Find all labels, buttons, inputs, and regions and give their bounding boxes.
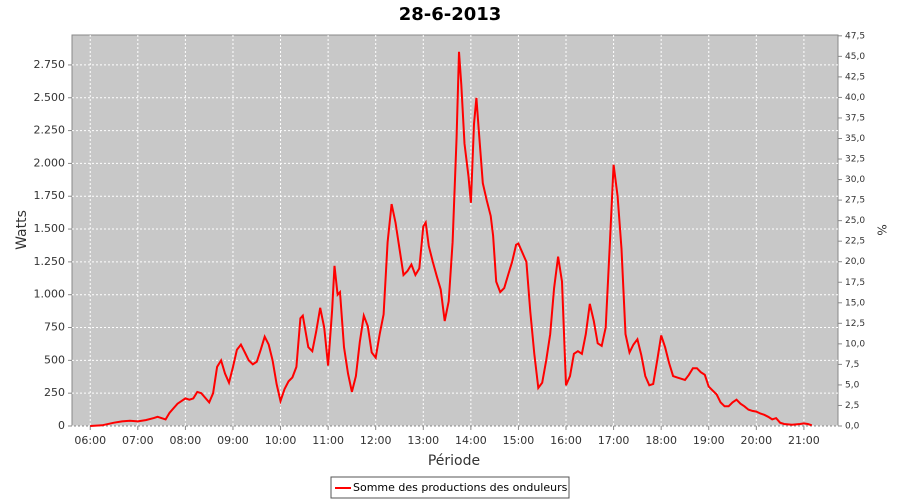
- x-tick-label: 20:00: [740, 434, 772, 447]
- legend-box: [330, 476, 570, 499]
- y2-tick-label: 15,0: [845, 298, 865, 308]
- x-tick-label: 16:00: [550, 434, 582, 447]
- y2-tick-label: 0,0: [845, 422, 860, 432]
- y-tick-label: 1.000: [34, 288, 66, 301]
- y2-tick-label: 12,5: [845, 319, 865, 329]
- y2-tick-label: 17,5: [845, 278, 865, 288]
- y2-axis-label: %: [875, 224, 889, 235]
- y2-tick-label: 45,0: [845, 52, 865, 62]
- y2-tick-label: 20,0: [845, 257, 865, 267]
- y-tick-label: 1.500: [34, 222, 66, 235]
- x-tick-label: 07:00: [122, 434, 154, 447]
- x-tick-label: 17:00: [598, 434, 630, 447]
- y2-tick-label: 7,5: [845, 360, 859, 370]
- y-tick-label: 250: [44, 386, 65, 399]
- legend-label: Somme des productions des onduleurs: [353, 481, 568, 494]
- y-tick-label: 750: [44, 321, 65, 334]
- x-tick-label: 14:00: [455, 434, 487, 447]
- x-tick-label: 08:00: [170, 434, 202, 447]
- y2-tick-label: 42,5: [845, 72, 865, 82]
- y2-tick-label: 27,5: [845, 196, 865, 206]
- x-tick-label: 13:00: [407, 434, 439, 447]
- y-tick-label: 0: [58, 419, 65, 432]
- y2-tick-label: 5,0: [845, 380, 860, 390]
- y2-tick-label: 30,0: [845, 175, 865, 185]
- y2-tick-label: 47,5: [845, 31, 865, 41]
- y2-tick-label: 40,0: [845, 93, 865, 103]
- x-tick-label: 09:00: [217, 434, 249, 447]
- y2-tick-label: 22,5: [845, 237, 865, 247]
- x-tick-label: 18:00: [645, 434, 677, 447]
- y2-tick-label: 25,0: [845, 216, 865, 226]
- x-tick-label: 15:00: [503, 434, 535, 447]
- x-tick-label: 21:00: [788, 434, 820, 447]
- x-tick-label: 10:00: [265, 434, 297, 447]
- y-tick-label: 2.250: [34, 124, 66, 137]
- y-tick-label: 2.750: [34, 58, 66, 71]
- y-tick-label: 2.000: [34, 156, 66, 169]
- y-tick-label: 1.250: [34, 255, 66, 268]
- x-tick-label: 11:00: [312, 434, 344, 447]
- y2-tick-label: 35,0: [845, 134, 865, 144]
- y-tick-label: 1.750: [34, 189, 66, 202]
- x-tick-label: 19:00: [693, 434, 725, 447]
- plot-area: [71, 34, 839, 427]
- y-axis-label: Watts: [14, 210, 30, 250]
- y2-tick-label: 10,0: [845, 339, 865, 349]
- data-line: [90, 51, 813, 427]
- chart-title: 28-6-2013: [399, 4, 502, 25]
- y-tick-label: 2.500: [34, 91, 66, 104]
- y-tick-label: 500: [44, 353, 65, 366]
- y2-tick-label: 37,5: [845, 113, 865, 123]
- x-tick-label: 06:00: [74, 434, 106, 447]
- x-tick-label: 12:00: [360, 434, 392, 447]
- y2-tick-label: 32,5: [845, 155, 865, 165]
- x-axis-label: Période: [428, 453, 480, 469]
- y2-tick-label: 2,5: [845, 401, 859, 411]
